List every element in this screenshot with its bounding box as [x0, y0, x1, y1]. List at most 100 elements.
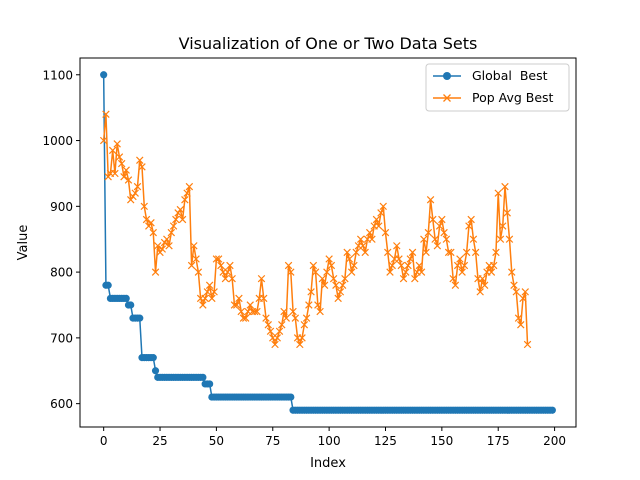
data-point	[397, 261, 405, 270]
data-point	[131, 189, 139, 197]
y-axis: 600 700 800 900 1000 1100	[42, 68, 80, 411]
data-point	[181, 196, 189, 204]
data-point	[156, 248, 164, 257]
data-point	[122, 166, 130, 174]
data-point	[359, 242, 367, 250]
data-point	[453, 261, 462, 270]
x-tick-label: 75	[265, 434, 280, 448]
data-point	[235, 294, 243, 303]
data-point	[217, 261, 225, 270]
data-point	[489, 261, 498, 270]
data-point	[514, 314, 523, 322]
data-point	[127, 196, 135, 204]
data-point	[223, 268, 232, 276]
data-point	[241, 314, 250, 322]
data-point	[221, 274, 230, 283]
data-point	[471, 248, 480, 257]
data-point	[104, 281, 112, 289]
x-tick-label: 25	[152, 434, 167, 448]
data-point	[108, 146, 117, 155]
series-layer	[99, 71, 556, 414]
data-point	[185, 182, 194, 191]
data-point	[151, 268, 160, 276]
data-point	[417, 268, 426, 276]
x-tick-label: 50	[209, 434, 224, 448]
data-point	[395, 255, 403, 263]
data-point	[492, 248, 500, 257]
data-point	[508, 268, 516, 276]
data-point	[415, 261, 424, 270]
y-tick-label: 1100	[42, 68, 73, 82]
data-point	[203, 288, 212, 296]
data-point	[327, 261, 336, 270]
data-point	[438, 215, 446, 224]
data-point	[361, 248, 369, 257]
data-point	[499, 222, 507, 230]
legend-label-pop-avg-best: Pop Avg Best	[472, 90, 554, 105]
data-point	[433, 242, 442, 250]
x-tick-label: 0	[100, 434, 108, 448]
data-point	[115, 153, 124, 161]
data-point	[199, 301, 207, 309]
chart-title: Visualization of One or Two Data Sets	[179, 34, 478, 53]
data-point	[381, 228, 390, 237]
data-point	[257, 274, 266, 283]
data-point	[465, 222, 473, 230]
data-point	[519, 294, 527, 303]
data-point	[167, 228, 176, 237]
data-point	[158, 245, 167, 253]
data-point	[307, 288, 315, 296]
data-point	[287, 268, 295, 276]
data-point	[260, 294, 268, 303]
data-point	[451, 281, 460, 289]
data-point	[138, 163, 146, 171]
data-point	[458, 268, 466, 276]
data-point	[442, 235, 451, 243]
data-point	[316, 307, 324, 316]
legend-marker-global-best	[443, 72, 451, 80]
data-point	[350, 261, 358, 270]
y-tick-label: 600	[50, 397, 73, 411]
data-point	[232, 301, 241, 309]
data-point	[172, 215, 180, 224]
data-point	[320, 281, 329, 289]
data-point	[100, 71, 108, 79]
data-point	[300, 320, 309, 329]
data-point	[487, 268, 496, 276]
data-point	[377, 209, 385, 217]
plot-area	[79, 57, 577, 428]
y-tick-label: 700	[50, 331, 73, 345]
plot-background	[80, 58, 576, 427]
data-point	[278, 320, 286, 329]
x-tick-label: 175	[487, 434, 510, 448]
x-tick-label: 150	[430, 434, 453, 448]
data-point	[424, 228, 433, 237]
data-point	[298, 334, 306, 342]
data-point	[199, 373, 207, 381]
data-point	[314, 301, 322, 309]
data-point	[289, 307, 297, 316]
data-point	[523, 340, 532, 349]
data-point	[305, 301, 313, 309]
data-point	[494, 189, 502, 197]
data-point	[318, 274, 327, 283]
x-tick-label: 125	[374, 434, 397, 448]
data-point	[449, 274, 457, 283]
data-point	[178, 215, 187, 224]
data-point	[266, 327, 275, 336]
data-point	[262, 314, 270, 322]
data-point	[411, 274, 419, 283]
data-point	[420, 235, 428, 243]
data-point	[212, 255, 221, 263]
data-point	[510, 281, 518, 289]
data-point	[323, 268, 331, 276]
data-point	[338, 281, 347, 289]
data-point	[469, 235, 478, 243]
data-point	[210, 288, 218, 296]
x-axis-label: Index	[310, 456, 346, 471]
data-point	[163, 235, 171, 243]
plot-frame	[79, 57, 577, 428]
data-point	[113, 140, 121, 148]
data-point	[422, 248, 430, 257]
